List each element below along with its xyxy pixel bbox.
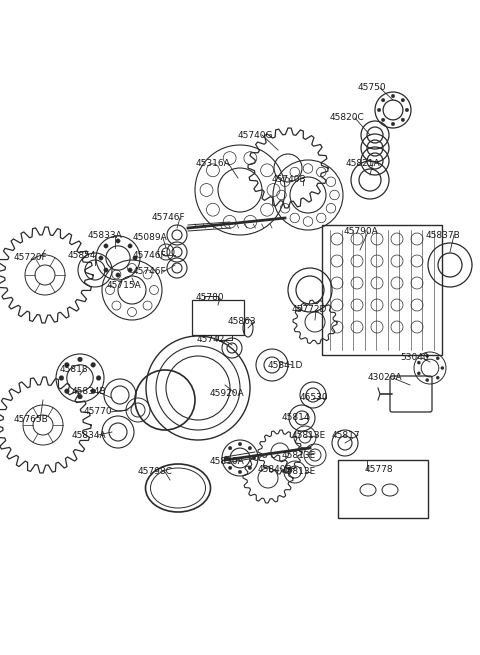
Circle shape bbox=[91, 389, 96, 394]
Circle shape bbox=[228, 466, 232, 470]
Circle shape bbox=[128, 268, 132, 272]
Circle shape bbox=[224, 456, 228, 460]
Text: 45780: 45780 bbox=[196, 293, 225, 303]
Text: 45715A: 45715A bbox=[107, 280, 142, 290]
Circle shape bbox=[104, 244, 108, 248]
Text: 45089A: 45089A bbox=[133, 233, 168, 242]
Text: 45833A: 45833A bbox=[88, 231, 123, 240]
Circle shape bbox=[248, 466, 252, 470]
Circle shape bbox=[248, 446, 252, 450]
Circle shape bbox=[104, 268, 108, 272]
Text: 45814: 45814 bbox=[282, 413, 311, 422]
Circle shape bbox=[436, 376, 439, 379]
Text: 45837B: 45837B bbox=[426, 231, 461, 240]
Text: 45820C: 45820C bbox=[330, 113, 365, 122]
Text: 45810A: 45810A bbox=[210, 457, 245, 466]
Circle shape bbox=[405, 108, 409, 112]
Text: 45840B: 45840B bbox=[258, 466, 293, 474]
Text: 45834A: 45834A bbox=[72, 430, 107, 440]
Text: 45740G: 45740G bbox=[238, 130, 274, 140]
Text: 45841D: 45841D bbox=[268, 360, 303, 369]
Circle shape bbox=[59, 375, 64, 381]
Text: 45316A: 45316A bbox=[196, 159, 231, 168]
Circle shape bbox=[78, 394, 83, 399]
Circle shape bbox=[228, 446, 232, 450]
Circle shape bbox=[64, 362, 69, 367]
Circle shape bbox=[133, 256, 137, 260]
Text: 45854: 45854 bbox=[68, 250, 96, 259]
Circle shape bbox=[238, 442, 242, 446]
Circle shape bbox=[96, 375, 101, 381]
Text: 45920A: 45920A bbox=[210, 388, 245, 398]
Circle shape bbox=[381, 98, 385, 102]
Circle shape bbox=[391, 122, 395, 126]
Circle shape bbox=[426, 379, 429, 382]
Text: 45817: 45817 bbox=[332, 430, 360, 440]
Circle shape bbox=[64, 389, 69, 394]
Circle shape bbox=[391, 94, 395, 98]
Circle shape bbox=[401, 98, 405, 102]
Text: 45813E: 45813E bbox=[282, 451, 316, 460]
Circle shape bbox=[401, 118, 405, 122]
Text: 45746F: 45746F bbox=[133, 267, 167, 276]
Circle shape bbox=[99, 256, 103, 260]
Circle shape bbox=[116, 273, 120, 277]
Text: 45798C: 45798C bbox=[138, 468, 173, 476]
Bar bbox=[192, 300, 244, 335]
Text: 45720F: 45720F bbox=[14, 253, 48, 263]
Text: 45772D: 45772D bbox=[292, 305, 327, 314]
Text: 45746F: 45746F bbox=[152, 214, 186, 223]
Circle shape bbox=[252, 456, 256, 460]
Circle shape bbox=[436, 357, 439, 360]
Circle shape bbox=[116, 239, 120, 243]
Text: 45778: 45778 bbox=[365, 466, 394, 474]
Text: 45790A: 45790A bbox=[344, 227, 379, 236]
Text: 46530: 46530 bbox=[300, 394, 329, 403]
Circle shape bbox=[78, 357, 83, 362]
Circle shape bbox=[91, 362, 96, 367]
Text: 43020A: 43020A bbox=[368, 373, 403, 383]
Text: 45750: 45750 bbox=[358, 83, 386, 92]
Text: 45813E: 45813E bbox=[282, 468, 316, 476]
Text: 53040: 53040 bbox=[400, 354, 429, 362]
Text: 45818: 45818 bbox=[60, 365, 89, 375]
Bar bbox=[338, 460, 428, 518]
Circle shape bbox=[441, 366, 444, 369]
Text: 45746F: 45746F bbox=[133, 250, 167, 259]
Text: 45813E: 45813E bbox=[292, 432, 326, 441]
Circle shape bbox=[238, 470, 242, 474]
Text: 45742: 45742 bbox=[197, 335, 226, 345]
Circle shape bbox=[426, 354, 429, 358]
Circle shape bbox=[377, 108, 381, 112]
Text: 45821A: 45821A bbox=[346, 159, 381, 168]
Text: 45770: 45770 bbox=[84, 407, 113, 417]
Circle shape bbox=[417, 372, 420, 375]
Bar bbox=[322, 225, 442, 355]
Circle shape bbox=[381, 118, 385, 122]
Text: 45765B: 45765B bbox=[14, 415, 49, 424]
Circle shape bbox=[417, 361, 420, 364]
Text: 45834B: 45834B bbox=[72, 388, 107, 396]
Text: 45740B: 45740B bbox=[272, 176, 307, 185]
Text: 45863: 45863 bbox=[228, 318, 257, 326]
Circle shape bbox=[128, 244, 132, 248]
